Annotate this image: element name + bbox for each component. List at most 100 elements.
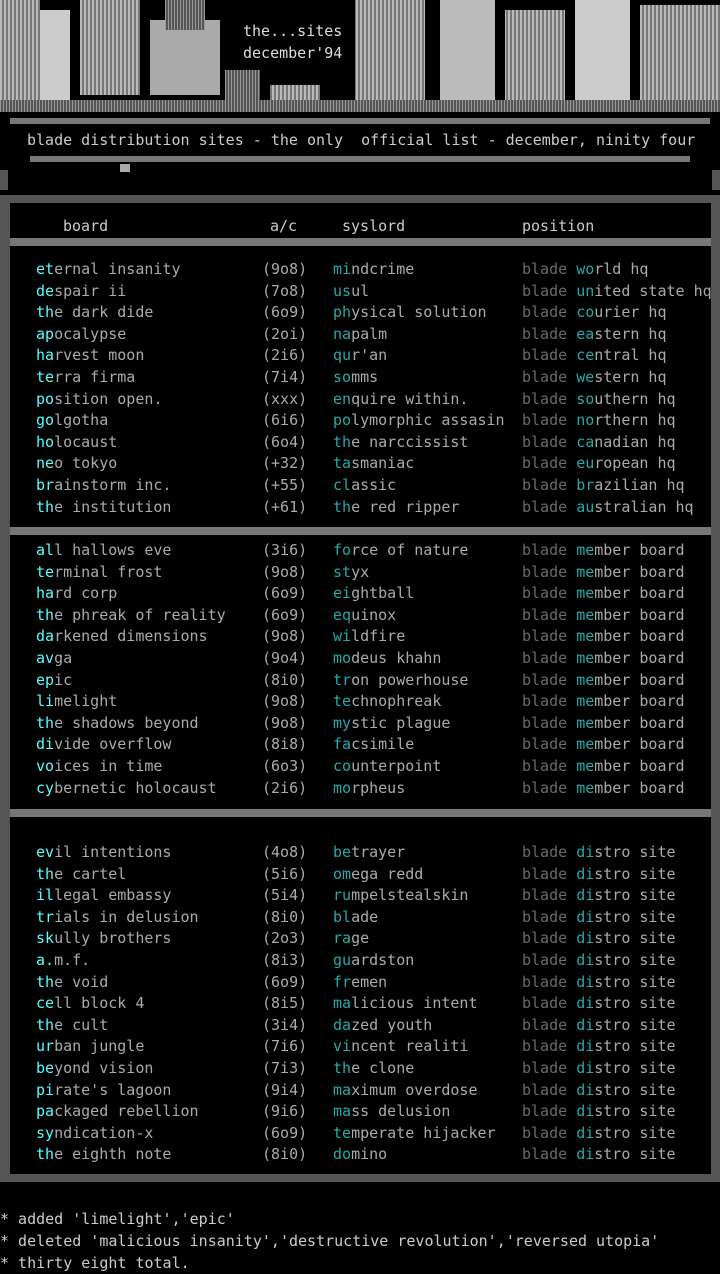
position: blade member board <box>522 649 685 667</box>
logo-art <box>0 0 720 190</box>
access: (9o4) <box>262 649 308 667</box>
access: (2o3) <box>262 929 308 948</box>
frame <box>711 195 720 1178</box>
title: december'94 <box>243 44 343 62</box>
board: the void <box>36 972 109 991</box>
board: syndication-x <box>36 1123 154 1142</box>
board: the institution <box>36 497 172 516</box>
board: hard corp <box>36 584 118 603</box>
access: (7o8) <box>262 281 308 300</box>
access: (8i3) <box>262 951 308 969</box>
board: epic <box>36 670 73 689</box>
syslord: usul <box>333 281 370 300</box>
subtitle: blade distribution sites - the only offi… <box>27 131 696 149</box>
board: illegal embassy <box>36 886 172 905</box>
syslord: temperate hijacker <box>333 1123 496 1142</box>
position: blade distro site <box>522 1123 676 1142</box>
access: (3i4) <box>262 1015 308 1034</box>
board: neo tokyo <box>36 454 118 473</box>
board: apocalypse <box>36 324 127 343</box>
position: blade member board <box>522 778 685 797</box>
board: pirate's lagoon <box>36 1080 172 1099</box>
position: blade distro site <box>522 972 676 991</box>
access: (6i6) <box>262 411 308 430</box>
syslord: napalm <box>333 324 388 343</box>
board: voices in time <box>36 757 163 775</box>
separator <box>10 238 711 246</box>
access: (9i6) <box>262 1102 308 1121</box>
board: the cult <box>36 1015 109 1034</box>
access: (9o8) <box>262 562 308 581</box>
syslord: domino <box>333 1145 388 1164</box>
column-header: board <box>63 217 109 235</box>
board: skully brothers <box>36 929 172 948</box>
position: blade distro site <box>522 1015 676 1034</box>
syslord: the clone <box>333 1059 415 1077</box>
board: brainstorm inc. <box>36 476 172 494</box>
syslord: styx <box>333 562 370 581</box>
access: (8i5) <box>262 994 308 1013</box>
board: the phreak of reality <box>36 605 226 624</box>
access: (2i6) <box>262 778 308 797</box>
syslord: mass delusion <box>333 1102 451 1121</box>
syslord: polymorphic assasin <box>333 411 505 430</box>
position: blade member board <box>522 757 685 775</box>
board: position open. <box>36 389 163 408</box>
board: the eighth note <box>36 1145 172 1164</box>
syslord: technophreak <box>333 692 442 711</box>
board: the dark dide <box>36 303 154 322</box>
access: (8i8) <box>262 735 308 754</box>
separator <box>10 527 711 535</box>
access: (3i6) <box>262 541 308 559</box>
syslord: morpheus <box>333 778 406 797</box>
syslord: betrayer <box>333 843 406 861</box>
position: blade distro site <box>522 1145 676 1164</box>
syslord: force of nature <box>333 541 469 559</box>
access: (+55) <box>262 476 308 494</box>
access: (6o9) <box>262 584 308 603</box>
position: blade member board <box>522 670 685 689</box>
syslord: guardston <box>333 951 415 969</box>
board: cell block 4 <box>36 994 145 1013</box>
board: urban jungle <box>36 1037 145 1056</box>
position: blade united state hq <box>522 281 712 300</box>
position: blade central hq <box>522 346 667 365</box>
syslord: qur'an <box>333 346 388 365</box>
position: blade brazilian hq <box>522 476 685 494</box>
position: blade member board <box>522 562 685 581</box>
access: (9o8) <box>262 692 308 711</box>
board: darkened dimensions <box>36 627 208 646</box>
position: blade member board <box>522 584 685 603</box>
syslord: eightball <box>333 584 415 603</box>
board: a.m.f. <box>36 951 91 969</box>
syslord: omega redd <box>333 864 424 883</box>
access: (7i4) <box>262 368 308 386</box>
access: (6o9) <box>262 972 308 991</box>
position: blade distro site <box>522 907 676 926</box>
board: all hallows eve <box>36 541 172 559</box>
board: limelight <box>36 692 118 711</box>
access: (6o9) <box>262 605 308 624</box>
note: * deleted 'malicious insanity','destruct… <box>0 1232 660 1250</box>
syslord: equinox <box>333 605 397 624</box>
board: avga <box>36 649 73 667</box>
syslord: maximum overdose <box>333 1080 478 1099</box>
syslord: rage <box>333 929 370 948</box>
access: (xxx) <box>262 389 308 408</box>
board: trials in delusion <box>36 907 199 926</box>
column-header: syslord <box>342 217 406 235</box>
position: blade member board <box>522 692 685 711</box>
board: beyond vision <box>36 1059 154 1077</box>
access: (7i3) <box>262 1059 308 1077</box>
syslord: somms <box>333 368 379 386</box>
position: blade member board <box>522 735 685 754</box>
board: evil intentions <box>36 843 172 861</box>
board: divide overflow <box>36 735 172 754</box>
board: golgotha <box>36 411 109 430</box>
board: despair ii <box>36 281 127 300</box>
access: (7i6) <box>262 1037 308 1056</box>
syslord: counterpoint <box>333 757 442 775</box>
frame <box>0 195 10 1178</box>
position: blade southern hq <box>522 389 676 408</box>
